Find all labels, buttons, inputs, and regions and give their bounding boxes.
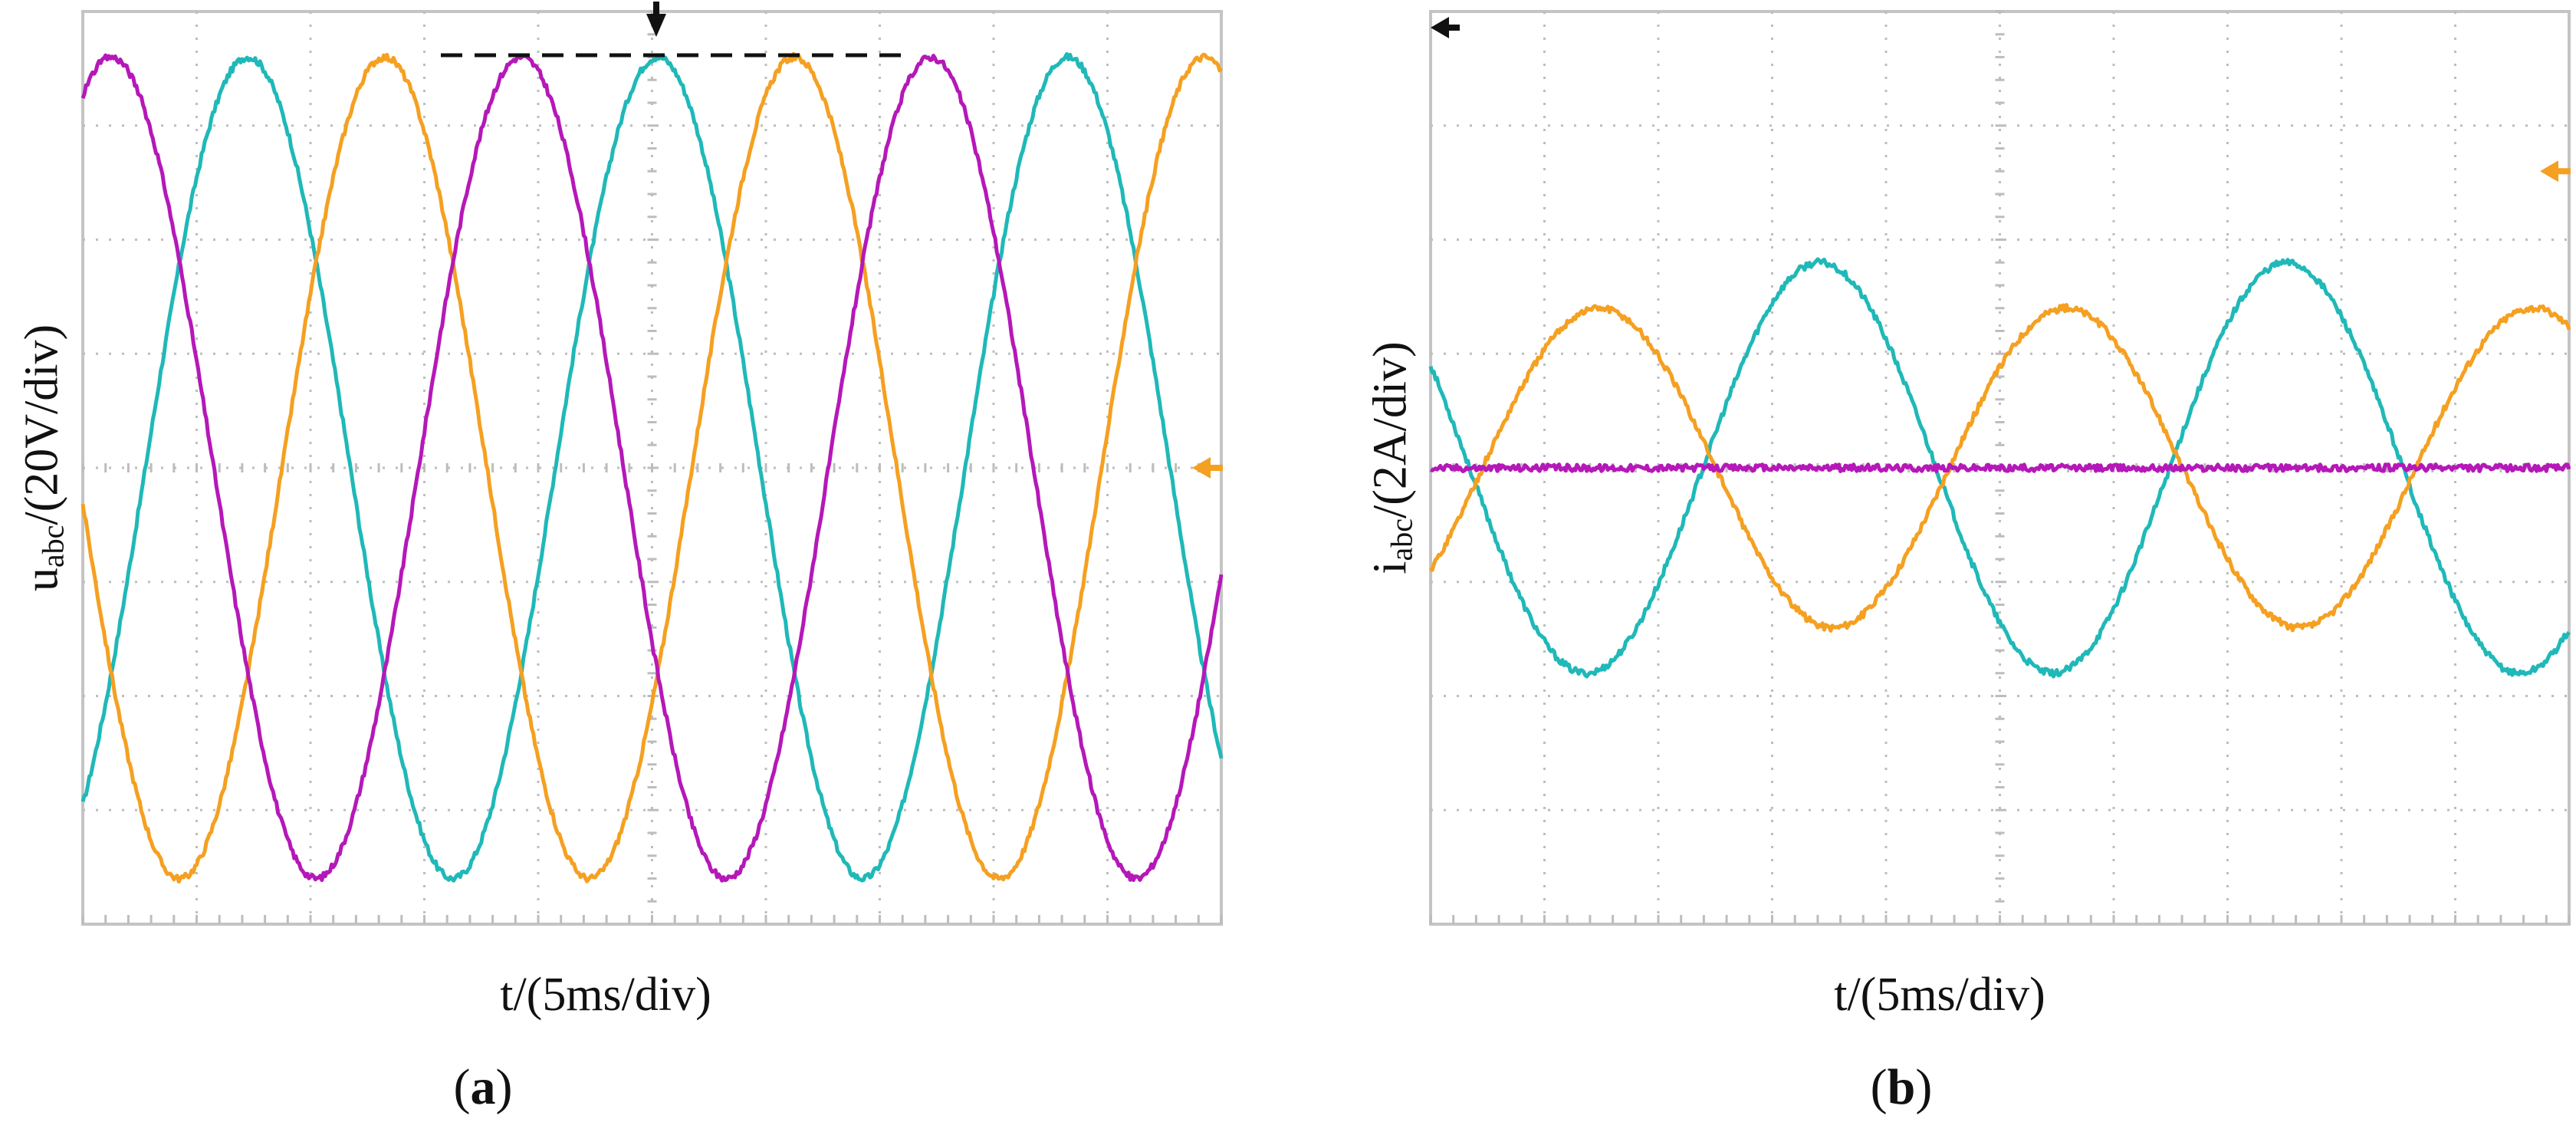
x-axis-label-b: t/(5ms/div) <box>1834 969 2045 1021</box>
panel-caption-a: (a) <box>453 1059 513 1115</box>
level-marker-icon <box>2540 160 2571 183</box>
series-line-phase_a <box>1428 257 2571 679</box>
series-line-phase_b <box>1428 303 2571 633</box>
trigger-marker-icon <box>646 2 666 37</box>
x-axis-label-a: t/(5ms/div) <box>500 969 711 1021</box>
level-marker-icon <box>1192 457 1223 479</box>
plot-b <box>1428 10 2571 926</box>
plot-a <box>80 2 1224 926</box>
y-axis-label-b: iabc/(2A/div) <box>1364 341 1419 574</box>
panel-caption-b: (b) <box>1870 1059 1933 1115</box>
series-line-phase_a <box>80 52 1224 883</box>
trigger-marker-icon <box>1431 17 1460 38</box>
series-line-phase_c <box>1430 462 2571 473</box>
series-line-phase_c <box>80 53 1224 883</box>
series-line-phase_b <box>80 51 1224 884</box>
grid <box>81 10 1223 926</box>
